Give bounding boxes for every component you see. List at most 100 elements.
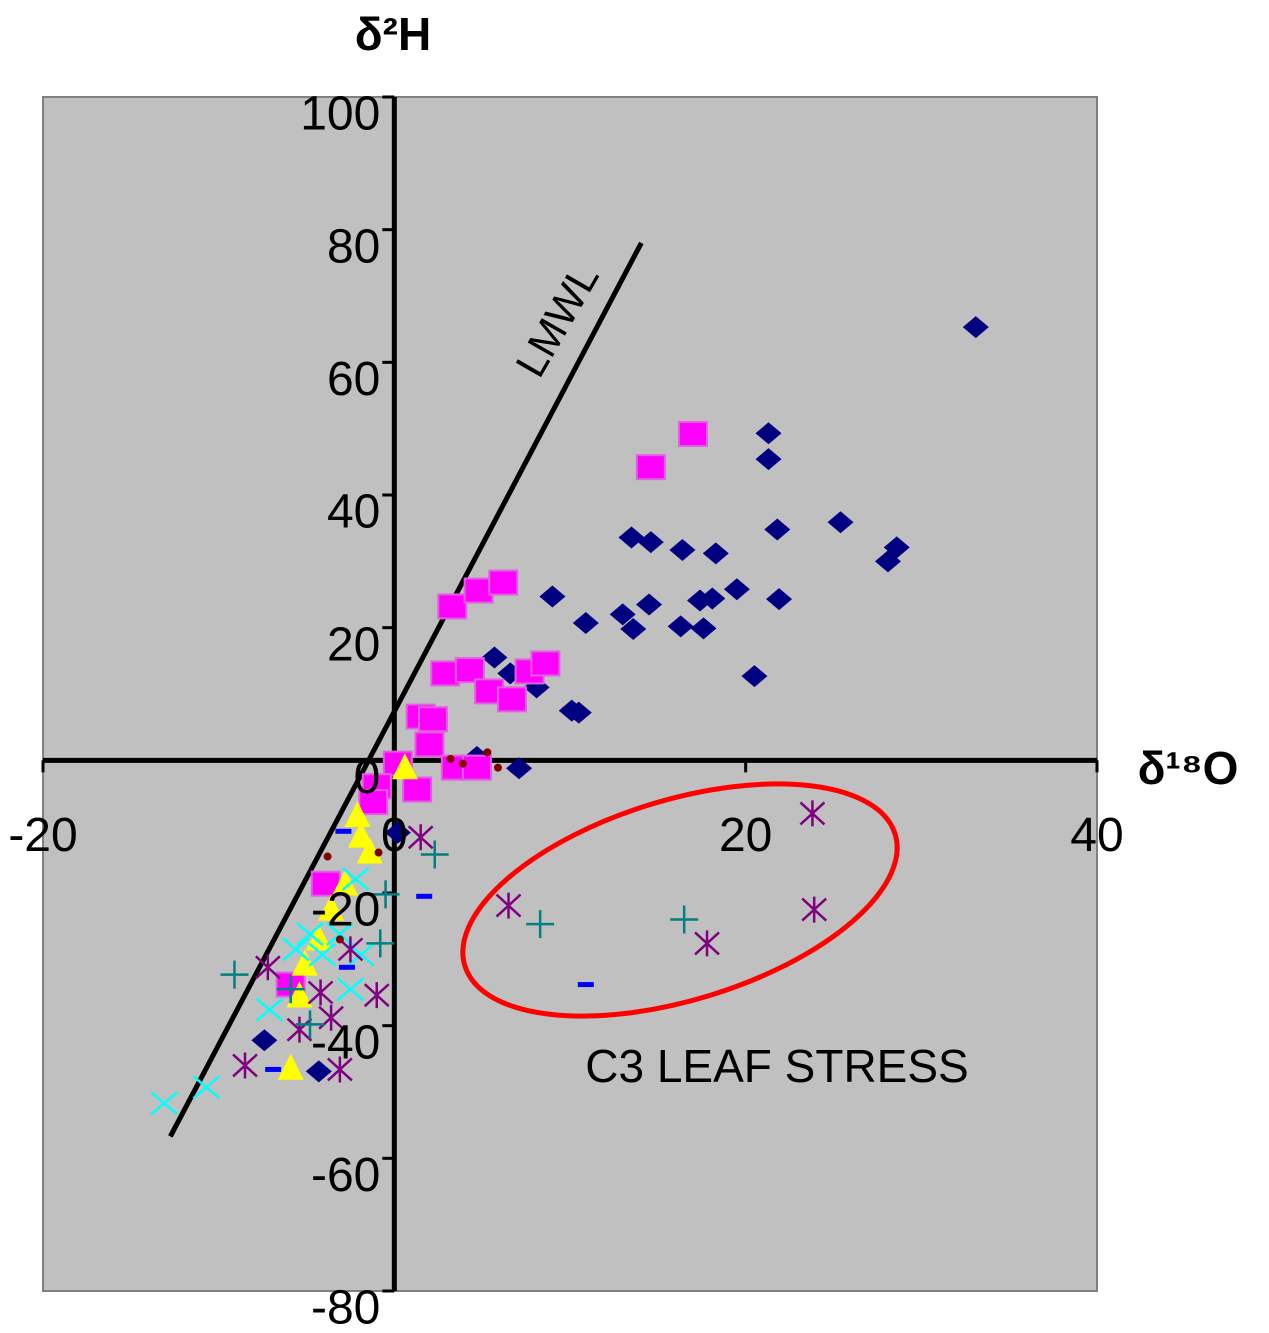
x-tick-label: -20 bbox=[8, 809, 77, 862]
point bbox=[481, 646, 508, 669]
point bbox=[636, 593, 663, 616]
point bbox=[417, 706, 448, 733]
point bbox=[402, 776, 433, 803]
y-tick-label: -80 bbox=[311, 1282, 380, 1333]
point bbox=[384, 821, 411, 844]
point bbox=[572, 612, 599, 635]
x-tick-label: 0 bbox=[381, 809, 408, 862]
point bbox=[192, 1075, 221, 1100]
point bbox=[637, 531, 664, 554]
highlight-ellipse bbox=[460, 781, 900, 1019]
x-tick-label: 20 bbox=[719, 809, 772, 862]
y-tick-label: 0 bbox=[354, 751, 381, 804]
point bbox=[526, 910, 555, 939]
point bbox=[336, 977, 365, 1002]
point bbox=[407, 824, 434, 851]
point bbox=[150, 1091, 179, 1116]
point bbox=[755, 422, 782, 445]
point bbox=[391, 753, 418, 780]
point bbox=[458, 759, 467, 768]
point bbox=[620, 617, 647, 640]
y-axis-title: δ²H bbox=[355, 8, 431, 60]
point bbox=[358, 789, 389, 816]
point bbox=[286, 981, 313, 1008]
point bbox=[801, 896, 828, 923]
point bbox=[335, 828, 352, 834]
point bbox=[420, 840, 449, 869]
reference-line bbox=[168, 241, 644, 1138]
point bbox=[702, 542, 729, 565]
point bbox=[366, 929, 395, 958]
point bbox=[286, 1016, 313, 1043]
point bbox=[344, 801, 371, 828]
point bbox=[307, 979, 334, 1006]
point bbox=[430, 660, 461, 687]
y-tick-label: 100 bbox=[300, 88, 380, 141]
point bbox=[356, 837, 383, 864]
point bbox=[635, 454, 666, 481]
point bbox=[766, 588, 793, 611]
point bbox=[723, 578, 750, 601]
point bbox=[255, 954, 281, 981]
point bbox=[371, 880, 400, 909]
point bbox=[495, 892, 522, 919]
point bbox=[539, 585, 566, 608]
point bbox=[305, 924, 332, 951]
point bbox=[506, 757, 533, 780]
y-tick-label: -60 bbox=[311, 1149, 380, 1202]
point bbox=[251, 1029, 278, 1052]
point bbox=[414, 731, 445, 758]
marks bbox=[41, 95, 1099, 1293]
point bbox=[741, 665, 768, 688]
point bbox=[618, 526, 645, 549]
point bbox=[699, 587, 726, 610]
y-tick-label: 20 bbox=[327, 618, 380, 671]
point bbox=[530, 650, 561, 677]
y-tick-label: 60 bbox=[327, 353, 380, 406]
point bbox=[363, 982, 390, 1009]
point bbox=[277, 1053, 304, 1080]
point bbox=[265, 1066, 282, 1072]
point bbox=[332, 869, 359, 896]
point bbox=[338, 964, 355, 970]
point bbox=[323, 852, 332, 861]
point bbox=[667, 615, 694, 638]
plot-area bbox=[42, 96, 1098, 1292]
point bbox=[577, 982, 594, 988]
point bbox=[220, 960, 249, 989]
point bbox=[694, 930, 720, 957]
x-axis-title: δ¹⁸O bbox=[1138, 742, 1239, 794]
y-tick-label: -40 bbox=[311, 1016, 380, 1069]
point bbox=[799, 800, 826, 827]
point bbox=[565, 701, 592, 724]
point bbox=[488, 569, 519, 596]
point bbox=[308, 942, 337, 967]
point bbox=[677, 420, 708, 447]
point bbox=[497, 686, 528, 713]
point bbox=[305, 1060, 332, 1083]
point bbox=[318, 894, 345, 921]
point bbox=[874, 550, 901, 573]
point bbox=[454, 657, 485, 684]
point bbox=[296, 1010, 325, 1039]
point bbox=[483, 748, 492, 757]
point bbox=[341, 867, 370, 892]
annotation: C3 LEAF STRESS bbox=[585, 1040, 968, 1092]
point bbox=[416, 893, 433, 899]
point bbox=[669, 539, 696, 562]
point bbox=[755, 448, 782, 471]
point bbox=[446, 755, 455, 764]
point bbox=[255, 997, 284, 1022]
y-tick-label: 40 bbox=[327, 486, 380, 539]
point bbox=[326, 922, 354, 947]
point bbox=[276, 975, 305, 1004]
point bbox=[327, 1056, 353, 1083]
point bbox=[291, 949, 318, 976]
point bbox=[827, 511, 854, 534]
point bbox=[232, 1052, 258, 1079]
point bbox=[437, 593, 468, 620]
point bbox=[347, 821, 374, 848]
point bbox=[962, 316, 989, 339]
y-tick-label: 80 bbox=[327, 220, 380, 273]
